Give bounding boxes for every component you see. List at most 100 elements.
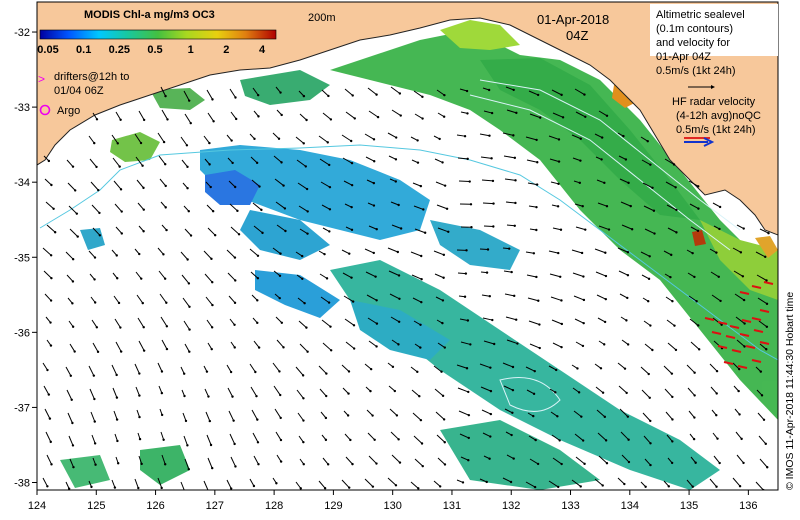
velocity-arrow-head (374, 275, 377, 278)
velocity-arrow (46, 224, 56, 233)
velocity-arrow-head (675, 208, 678, 212)
velocity-arrow-head (328, 185, 332, 189)
velocity-arrow (274, 408, 282, 419)
velocity-arrow-head (535, 183, 539, 186)
velocity-arrow (479, 363, 491, 369)
velocity-arrow (736, 339, 745, 347)
velocity-arrow (230, 226, 240, 235)
velocity-arrow (184, 228, 192, 236)
velocity-arrow (368, 110, 379, 118)
drifters-label-1: drifters@12h to (54, 71, 129, 83)
velocity-arrow-head (49, 321, 52, 324)
velocity-arrow-head (651, 186, 654, 189)
velocity-arrow-head (164, 184, 167, 188)
drifter-symbol: > (38, 72, 45, 86)
hf-radar-arrow (751, 359, 762, 363)
velocity-arrow (459, 318, 468, 321)
velocity-arrow-head (347, 370, 351, 373)
velocity-arrow (364, 478, 374, 488)
velocity-arrow-head (303, 302, 306, 305)
velocity-arrow-head (465, 249, 468, 252)
velocity-arrow-head (440, 370, 443, 373)
velocity-arrow-head (398, 461, 402, 464)
velocity-arrow (666, 434, 673, 442)
velocity-arrow (595, 271, 607, 277)
velocity-arrow-head (396, 250, 400, 254)
velocity-arrow-head (284, 229, 287, 233)
velocity-arrow (391, 109, 402, 116)
velocity-arrow-head (397, 320, 401, 323)
velocity-arrow-head (302, 419, 305, 422)
hf-radar-arrow (759, 309, 770, 313)
velocity-arrow-head (487, 88, 491, 92)
velocity-arrow-head (607, 228, 611, 231)
velocity-arrow-head (560, 462, 563, 466)
velocity-arrow-head (442, 276, 445, 279)
velocity-arrow (732, 362, 740, 370)
velocity-arrow-head (352, 324, 356, 327)
velocity-arrow-head (160, 370, 164, 373)
velocity-arrow (161, 109, 168, 120)
velocity-arrow-head (116, 142, 119, 145)
velocity-arrow (134, 363, 140, 374)
velocity-arrow-head (441, 299, 445, 302)
velocity-arrow-head (304, 165, 307, 168)
velocity-arrow (572, 387, 580, 393)
velocity-arrow-head (438, 485, 442, 488)
velocity-arrow-head (536, 462, 540, 466)
velocity-arrow (437, 227, 449, 233)
velocity-arrow-head (92, 374, 96, 377)
hf-legend-line-2: (4-12h avg)noQC (676, 110, 761, 122)
velocity-arrow (667, 227, 677, 233)
hf-radar-arrow (751, 285, 762, 289)
velocity-arrow-head (375, 322, 379, 325)
velocity-arrow (664, 388, 673, 398)
velocity-arrow-head (350, 276, 353, 279)
velocity-arrow (272, 362, 280, 372)
velocity-arrow-head (580, 415, 583, 418)
velocity-arrow (299, 228, 308, 235)
velocity-arrow-head (560, 345, 563, 349)
velocity-arrow (318, 480, 326, 489)
velocity-arrow-head (467, 390, 470, 394)
velocity-arrow-head (559, 228, 563, 231)
velocity-arrow (137, 317, 145, 328)
velocity-arrow-head (326, 463, 330, 466)
velocity-arrow (388, 270, 400, 276)
velocity-arrow (457, 157, 468, 160)
velocity-arrow-head (421, 95, 424, 99)
velocity-arrow (759, 228, 769, 234)
velocity-arrow (436, 89, 445, 96)
plot-frame (36, 1, 779, 491)
velocity-arrow-head (629, 204, 632, 208)
velocity-arrow-head (162, 140, 166, 144)
velocity-arrow (228, 410, 235, 421)
velocity-arrow (203, 250, 212, 260)
velocity-arrow-head (230, 139, 233, 142)
velocity-arrow-head (138, 252, 141, 256)
velocity-arrow-head (737, 389, 740, 393)
velocity-arrow-head (184, 491, 186, 493)
colorbar-tick-label: 0.25 (109, 44, 130, 56)
velocity-arrow-head (515, 318, 518, 321)
velocity-arrow-head (537, 299, 540, 302)
alt-legend-line-5: 0.5m/s (1kt 24h) (656, 65, 735, 77)
velocity-arrow-head (605, 114, 609, 117)
velocity-arrow-head (651, 348, 654, 352)
velocity-arrow-head (419, 184, 423, 188)
velocity-arrow (506, 339, 518, 345)
velocity-arrow (111, 134, 119, 144)
velocity-arrow-head (98, 211, 101, 215)
velocity-arrow (135, 271, 142, 279)
velocity-arrow-head (718, 205, 722, 209)
velocity-arrow-head (327, 301, 331, 304)
velocity-arrow-head (603, 181, 606, 185)
velocity-arrow (525, 251, 534, 254)
velocity-arrow-head (443, 463, 447, 466)
velocity-arrow-head (47, 159, 51, 163)
velocity-arrow (687, 387, 696, 396)
velocity-arrow-head (208, 163, 211, 166)
velocity-arrow (115, 341, 122, 352)
velocity-arrow (249, 363, 256, 373)
